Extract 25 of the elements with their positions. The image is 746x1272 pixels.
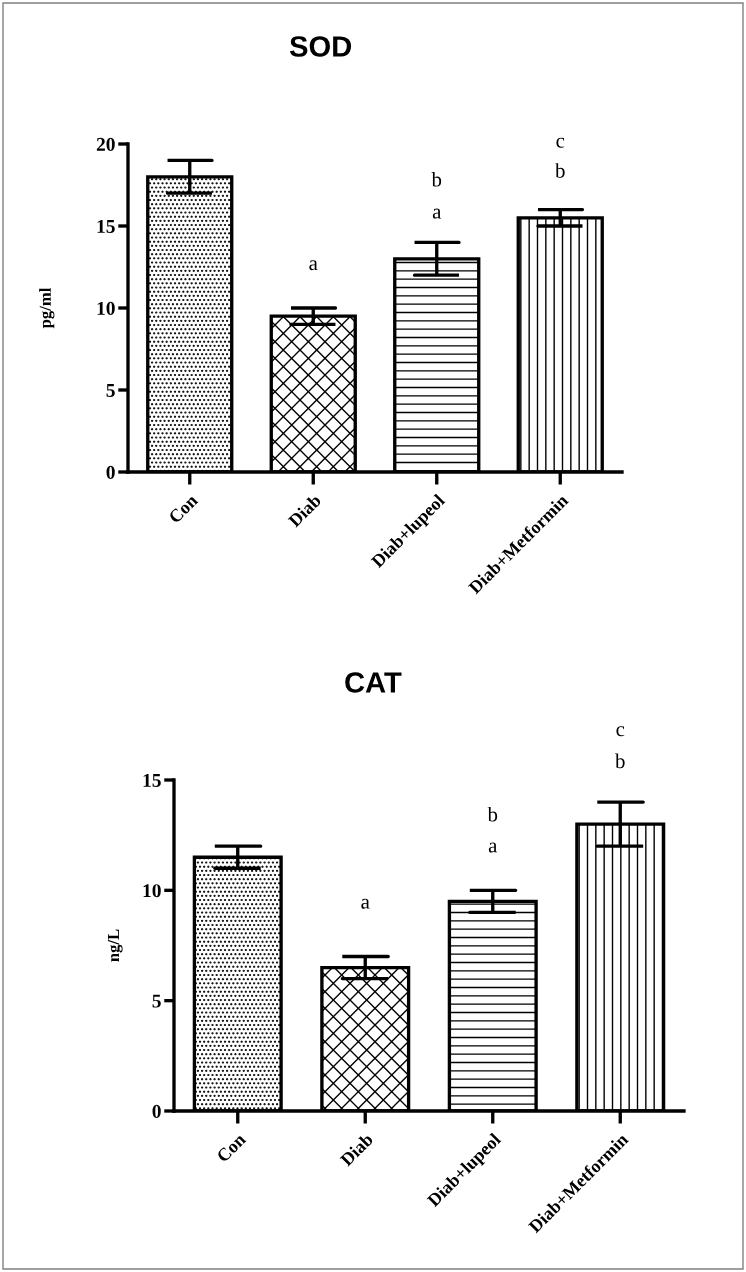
y-tick-label: 5	[152, 994, 161, 1008]
text: c	[616, 726, 625, 737]
annotation: c	[556, 137, 565, 148]
chart-title: SOD	[289, 36, 352, 57]
y-tick-label: 0	[106, 465, 115, 479]
annotation: a	[309, 260, 318, 271]
y-axis-title: ng/L	[107, 929, 123, 962]
chart-title: CAT	[345, 672, 402, 693]
annotation: b	[555, 163, 565, 178]
annotation: a	[432, 208, 442, 219]
y-tick-label: 5	[106, 384, 115, 397]
y-tick-label: 15	[97, 219, 115, 233]
y-tick-label: 10	[143, 884, 161, 898]
y-tick-label: 10	[97, 301, 115, 315]
y-tick-label: 0	[152, 1104, 161, 1118]
annotation: a	[488, 842, 498, 853]
text: b	[615, 753, 625, 769]
x-tick-label: Con	[168, 493, 199, 524]
annotation: b	[487, 806, 498, 822]
y-tick-label: 20	[96, 137, 115, 151]
annotation: b	[431, 171, 442, 187]
annotation: a	[361, 898, 370, 909]
y-tick-label: 15	[143, 773, 161, 787]
x-tick-label: Con	[216, 1132, 247, 1163]
y-axis-title: pg/ml	[39, 287, 55, 329]
